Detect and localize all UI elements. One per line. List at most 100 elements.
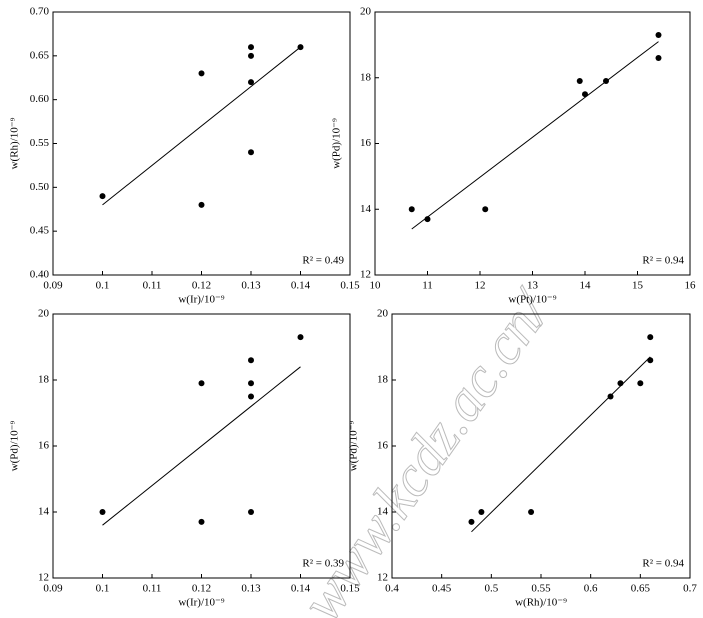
point <box>198 380 205 387</box>
point <box>482 206 489 213</box>
point <box>99 509 106 515</box>
point <box>607 393 614 400</box>
x-tick-label: 0.15 <box>340 583 360 595</box>
point <box>198 201 205 208</box>
x-tick-label: 11 <box>422 280 433 292</box>
y-tick-label: 12 <box>377 572 388 584</box>
x-tick-label: 0.4 <box>385 583 399 595</box>
point <box>637 380 644 387</box>
plot-frame <box>52 11 351 276</box>
point <box>248 357 254 364</box>
y-tick-label: 16 <box>377 440 389 452</box>
point <box>647 357 654 364</box>
x-tick-label: 13 <box>527 280 539 292</box>
point <box>248 79 254 86</box>
x-tick-label: 0.1 <box>96 280 110 292</box>
x-tick-label: 10 <box>370 280 382 292</box>
point <box>248 509 254 515</box>
y-tick-label: 0.60 <box>30 93 50 105</box>
x-axis-label: w(Ir)/10⁻⁹ <box>178 597 224 609</box>
point <box>297 44 304 51</box>
y-tick-label: 18 <box>38 374 50 386</box>
fit-line <box>102 366 301 526</box>
x-axis-label: w(Ir)/10⁻⁹ <box>178 294 224 306</box>
y-tick-label: 0.55 <box>30 137 50 149</box>
y-tick-label: 12 <box>360 269 371 281</box>
y-tick-label: 14 <box>377 506 389 518</box>
x-tick-label: 0.11 <box>143 280 162 292</box>
y-tick-label: 0.45 <box>30 225 50 237</box>
x-tick-label: 0.45 <box>432 583 452 595</box>
y-tick-label: 20 <box>360 6 372 18</box>
x-tick-label: 0.15 <box>340 280 360 292</box>
x-tick-label: 0.7 <box>683 583 697 595</box>
x-tick-label: 0.5 <box>484 583 498 595</box>
y-axis-label: w(Pd)/10⁻⁹ <box>331 118 343 169</box>
point <box>198 518 205 525</box>
annotation: R² = 0.39 <box>302 558 344 570</box>
y-tick-label: 0.70 <box>30 6 50 18</box>
point <box>248 393 254 400</box>
point <box>248 380 254 387</box>
x-tick-label: 16 <box>685 280 697 292</box>
x-axis-label: w(Rh)/10⁻⁹ <box>515 597 567 609</box>
x-tick-label: 0.65 <box>631 583 651 595</box>
x-tick-label: 0.12 <box>192 583 211 595</box>
point <box>647 334 654 341</box>
point <box>408 206 415 213</box>
point <box>248 44 254 51</box>
y-tick-label: 16 <box>38 440 50 452</box>
point <box>478 509 485 515</box>
x-tick-label: 0.09 <box>43 583 63 595</box>
y-tick-label: 20 <box>38 308 50 320</box>
annotation: R² = 0.94 <box>642 255 684 267</box>
x-tick-label: 0.14 <box>291 280 311 292</box>
x-tick-label: 14 <box>580 280 592 292</box>
x-axis-label: w(Pt)/10⁻⁹ <box>508 294 556 306</box>
fit-line <box>411 41 659 230</box>
y-tick-label: 0.65 <box>30 49 50 61</box>
y-tick-label: 14 <box>360 203 372 215</box>
annotation: R² = 0.94 <box>642 558 684 570</box>
plot-frame <box>374 11 691 276</box>
x-tick-label: 0.11 <box>143 583 162 595</box>
x-tick-label: 12 <box>475 280 486 292</box>
x-tick-label: 0.6 <box>584 583 598 595</box>
point <box>248 52 254 59</box>
fit-line <box>102 46 301 206</box>
point <box>99 193 106 200</box>
point <box>655 32 662 39</box>
y-tick-label: 16 <box>360 137 372 149</box>
point <box>198 70 205 77</box>
x-tick-label: 0.09 <box>43 280 63 292</box>
point <box>617 380 624 387</box>
point <box>576 78 583 85</box>
point <box>248 149 254 156</box>
annotation: R² = 0.49 <box>302 255 344 267</box>
point <box>297 334 304 341</box>
x-tick-label: 0.1 <box>96 583 110 595</box>
point <box>528 509 535 515</box>
y-tick-label: 18 <box>377 374 389 386</box>
y-axis-label: w(Rh)/10⁻⁹ <box>9 117 21 169</box>
y-tick-label: 14 <box>38 506 50 518</box>
y-axis-label: w(Pd)/10⁻⁹ <box>9 421 21 472</box>
point <box>424 216 431 223</box>
y-tick-label: 18 <box>360 71 372 83</box>
y-tick-label: 0.50 <box>30 181 50 193</box>
x-tick-label: 0.14 <box>291 583 311 595</box>
y-axis-label: w(Pd)/10⁻⁹ <box>348 421 360 472</box>
x-tick-label: 0.55 <box>531 583 551 595</box>
point <box>582 91 588 98</box>
point <box>655 55 662 62</box>
x-tick-label: 0.13 <box>241 280 261 292</box>
x-tick-label: 15 <box>632 280 644 292</box>
x-tick-label: 0.13 <box>241 583 261 595</box>
point <box>468 518 475 525</box>
point <box>603 78 609 85</box>
y-tick-label: 12 <box>38 572 49 584</box>
y-tick-label: 0.40 <box>30 269 50 281</box>
x-tick-label: 0.12 <box>192 280 211 292</box>
y-tick-label: 20 <box>377 308 389 320</box>
